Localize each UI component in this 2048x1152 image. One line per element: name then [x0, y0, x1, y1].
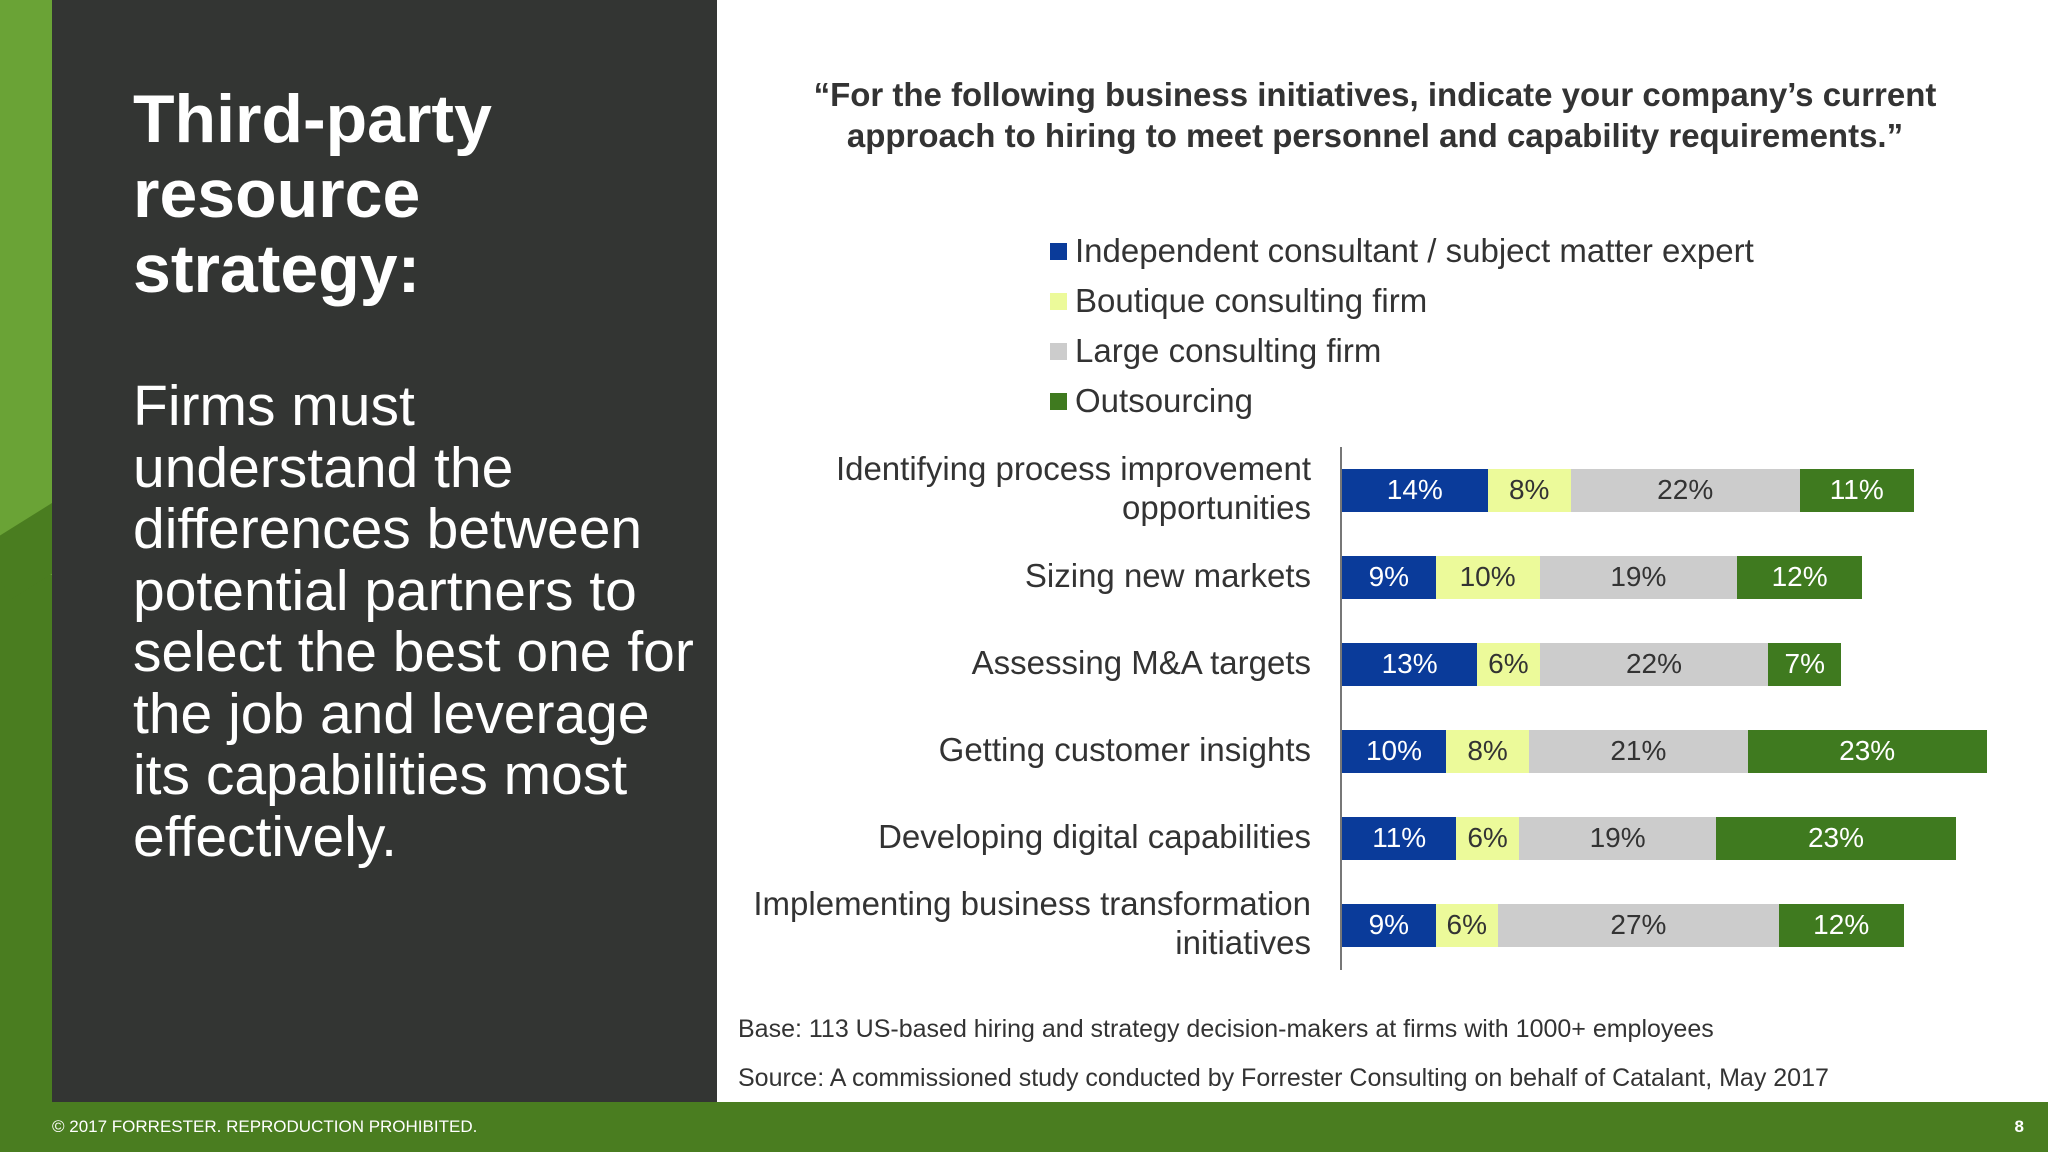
- chart-legend: Independent consultant / subject matter …: [1050, 226, 1754, 426]
- category-axis-line: [1340, 447, 1342, 970]
- bar-segment: 6%: [1456, 816, 1519, 860]
- bar-segment: 8%: [1487, 468, 1571, 512]
- category-label-line: opportunities: [1122, 489, 1311, 526]
- bar-segment: 19%: [1518, 816, 1717, 860]
- bar-value-label: 7%: [1784, 648, 1826, 679]
- slide-title: Third-party resource strategy:: [133, 81, 492, 307]
- bar-value-label: 19%: [1610, 561, 1667, 592]
- category-label-line: Assessing M&A targets: [971, 643, 1311, 681]
- bar-value-label: 10%: [1365, 735, 1423, 766]
- category-label-line: Implementing business transformation: [753, 885, 1311, 922]
- bar-value-label: 22%: [1657, 474, 1714, 505]
- bar-value-label: 6%: [1446, 909, 1488, 940]
- bar-value-label: 23%: [1839, 735, 1896, 766]
- bar-value-label: 6%: [1467, 822, 1508, 853]
- bar-segment: 10%: [1435, 555, 1540, 599]
- bar-segment: 23%: [1716, 816, 1956, 860]
- bar-segment: 10%: [1342, 729, 1446, 773]
- category-label: Developing digital capabilities: [878, 817, 1311, 856]
- bar-segment: 21%: [1529, 729, 1748, 773]
- bar-segment: 22%: [1539, 642, 1769, 686]
- bar-value-label: 22%: [1625, 648, 1683, 679]
- bar-value-label: 19%: [1589, 822, 1646, 853]
- bar-segment: 14%: [1342, 468, 1488, 512]
- bar-value-label: 10%: [1459, 561, 1516, 592]
- bar-segment: 9%: [1342, 903, 1436, 947]
- base-note: Base: 113 US-based hiring and strategy d…: [738, 1015, 1714, 1043]
- bar-value-label: 8%: [1467, 735, 1508, 766]
- footer-copyright: © 2017 FORRESTER. REPRODUCTION PROHIBITE…: [52, 1117, 478, 1136]
- category-label: Implementing business transformation init…: [753, 884, 1311, 962]
- legend-swatch: [1050, 242, 1067, 260]
- category-label-line: Getting customer insights: [938, 730, 1311, 768]
- legend-label: Boutique consulting firm: [1075, 282, 1428, 319]
- legend-item: Boutique consulting firm: [1050, 276, 1754, 326]
- bar-segment: 23%: [1747, 729, 1987, 773]
- legend-swatch: [1050, 392, 1067, 410]
- category-label-line: Identifying process improvement: [835, 450, 1311, 487]
- footer-bar: [0, 1102, 2048, 1152]
- legend-label: Independent consultant / subject matter …: [1075, 232, 1754, 269]
- bar-value-label: 21%: [1610, 735, 1667, 766]
- chart-title: “For the following business initiatives,…: [813, 76, 1937, 154]
- bar-segment: 12%: [1778, 903, 1904, 947]
- bar-value-label: 23%: [1807, 822, 1864, 853]
- category-label: Identifying process improvement opportuni…: [836, 449, 1311, 527]
- bar-value-label: 8%: [1508, 474, 1550, 505]
- legend-item: Large consulting firm: [1050, 326, 1754, 376]
- bar-value-label: 12%: [1771, 561, 1828, 592]
- accent-strip: [0, 0, 52, 1102]
- page-number: 8: [2014, 1117, 2024, 1136]
- bar-value-label: 6%: [1488, 648, 1529, 679]
- bar-value-label: 9%: [1368, 909, 1410, 940]
- bar-segment: 12%: [1737, 555, 1862, 599]
- bar-segment: 11%: [1799, 468, 1914, 512]
- bar-value-label: 11%: [1372, 822, 1427, 853]
- bar-value-label: 27%: [1610, 909, 1667, 940]
- bar-segment: 11%: [1342, 816, 1457, 860]
- bar-segment: 9%: [1342, 555, 1436, 599]
- category-label-line: Sizing new markets: [1024, 556, 1311, 594]
- bar-segment: 7%: [1768, 642, 1842, 686]
- legend-item: Independent consultant / subject matter …: [1050, 226, 1754, 276]
- bar-segment: 6%: [1477, 642, 1540, 686]
- bar-value-label: 13%: [1381, 648, 1438, 679]
- category-label-line: initiatives: [1175, 924, 1311, 961]
- legend-label: Large consulting firm: [1075, 332, 1382, 369]
- left-panel: [52, 0, 717, 1102]
- category-label-line: Developing digital capabilities: [878, 817, 1311, 855]
- bar-value-label: 14%: [1386, 474, 1443, 505]
- legend-swatch: [1050, 342, 1067, 360]
- category-label: Getting customer insights: [939, 730, 1311, 769]
- bar-segment: 27%: [1498, 903, 1779, 947]
- accent-strip-light: [0, 0, 52, 575]
- bar-segment: 22%: [1570, 468, 1800, 512]
- category-label: Assessing M&A targets: [972, 643, 1311, 682]
- bar-value-label: 11%: [1829, 474, 1884, 505]
- bar-segment: 13%: [1342, 642, 1478, 686]
- legend-item: Outsourcing: [1050, 376, 1754, 426]
- bar-segment: 6%: [1435, 903, 1498, 947]
- category-label: Sizing new markets: [1025, 556, 1311, 595]
- legend-swatch: [1050, 292, 1067, 310]
- bar-value-label: 12%: [1813, 909, 1870, 940]
- slide-body-text: Firms must understand the differences be…: [133, 374, 694, 869]
- bar-segment: 19%: [1539, 555, 1738, 599]
- bar-segment: 8%: [1446, 729, 1530, 773]
- legend-label: Outsourcing: [1075, 382, 1253, 419]
- source-note: Source: A commissioned study conducted b…: [738, 1064, 1829, 1092]
- bar-value-label: 9%: [1368, 561, 1410, 592]
